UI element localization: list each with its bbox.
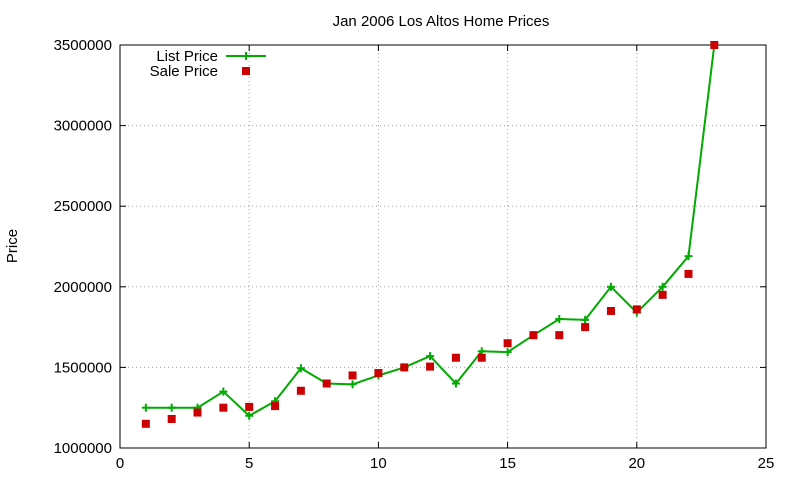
sale-price-point — [271, 402, 280, 411]
list-price-point — [167, 403, 176, 412]
sale-price-point — [400, 363, 409, 372]
sale-price-point — [219, 403, 228, 412]
sale-price-point — [193, 408, 202, 417]
list-price-point — [245, 411, 254, 420]
sale-price-point — [503, 339, 512, 348]
list-price-point — [348, 380, 357, 389]
legend-label-list-price: List Price — [156, 48, 218, 65]
list-price-point — [606, 282, 615, 291]
grid — [120, 45, 766, 448]
list-price-point — [581, 315, 590, 324]
list-price-point — [658, 282, 667, 291]
list-price-point — [426, 352, 435, 361]
x-tick-label: 0 — [116, 455, 124, 472]
list-price-point — [296, 364, 305, 373]
list-price-point — [503, 348, 512, 357]
y-tick-label: 2000000 — [54, 279, 112, 296]
chart-title: Jan 2006 Los Altos Home Prices — [333, 13, 550, 30]
sale-price-point — [477, 353, 486, 362]
sale-price-point — [296, 386, 305, 395]
legend-label-sale-price: Sale Price — [150, 63, 218, 80]
list-price-point — [219, 387, 228, 396]
legend-square-marker — [242, 67, 250, 75]
plot-frame — [119, 44, 767, 449]
legend-cross-marker — [242, 52, 250, 60]
sale-price-point — [555, 331, 564, 340]
sale-price-point — [451, 353, 460, 362]
x-tick-label: 25 — [758, 455, 775, 472]
x-tick-label: 5 — [245, 455, 253, 472]
sale-price-point — [658, 290, 667, 299]
legend: List Price Sale Price — [150, 48, 266, 80]
list-price-point — [451, 379, 460, 388]
list-price-point — [141, 403, 150, 412]
sale-price-point — [710, 41, 719, 49]
x-tick-label: 20 — [628, 455, 645, 472]
axis-ticks: 0 5 10 15 20 25 1000000 1500000 2000000 2500000 30… — [54, 37, 775, 472]
list-price-line — [145, 44, 716, 417]
y-axis-label: Price — [4, 229, 21, 263]
sale-price-point — [245, 402, 254, 411]
series-group — [141, 41, 719, 428]
x-tick-label: 10 — [370, 455, 387, 472]
sale-price-point — [426, 362, 435, 371]
list-price-point — [555, 315, 564, 324]
y-tick-label: 1500000 — [54, 359, 112, 376]
sale-price-point — [606, 306, 615, 315]
y-tick-label: 3500000 — [54, 37, 112, 54]
y-tick-label: 3000000 — [54, 118, 112, 135]
y-tick-label: 2500000 — [54, 198, 112, 215]
list-price-point — [684, 252, 693, 261]
y-tick-label: 1000000 — [54, 440, 112, 457]
sale-price-point — [348, 371, 357, 380]
legend-cross — [242, 52, 250, 60]
sale-price-point — [374, 369, 383, 378]
sale-price-point — [632, 305, 641, 314]
sale-price-point — [529, 331, 538, 340]
x-tick-label: 15 — [499, 455, 516, 472]
sale-price-point — [322, 379, 331, 388]
sale-price-point — [684, 269, 693, 278]
sale-price-point — [141, 419, 150, 428]
sale-price-point — [167, 414, 176, 423]
sale-price-point — [581, 323, 590, 332]
